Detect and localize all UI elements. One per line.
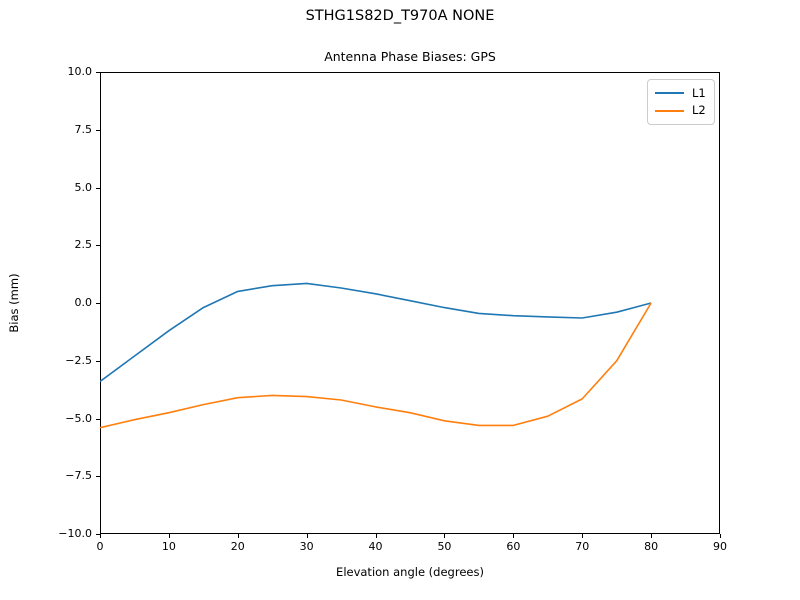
y-tick-mark [96, 534, 100, 535]
y-tick-mark [96, 476, 100, 478]
y-tick-label: −7.5 [65, 469, 92, 483]
legend-entry-l2: L2 [655, 102, 707, 117]
x-tick-label: 80 [644, 540, 659, 553]
y-tick-label: −2.5 [65, 353, 92, 367]
y-tick-mark [96, 360, 100, 362]
y-tick-label: 5.0 [74, 180, 93, 194]
x-tick-mark [237, 534, 239, 538]
x-tick-label: 30 [299, 540, 314, 553]
y-tick-mark [96, 187, 100, 189]
legend-label-l2: L2 [692, 102, 706, 117]
l1-line-swatch [655, 92, 684, 95]
y-tick-label: 2.5 [74, 238, 93, 252]
x-tick-mark [375, 534, 377, 538]
x-tick-label: 90 [713, 540, 727, 553]
legend: L1 L2 [647, 79, 715, 125]
x-tick-label: 10 [161, 540, 176, 553]
x-tick-label: 0 [96, 540, 104, 553]
y-tick-mark [96, 129, 100, 131]
y-tick-label: 0.0 [74, 296, 93, 309]
y-tick-mark [96, 303, 100, 304]
x-tick-mark [582, 534, 584, 538]
y-tick-mark [96, 418, 100, 420]
x-tick-label: 20 [230, 540, 245, 553]
x-tick-label: 50 [437, 540, 452, 553]
x-tick-mark [306, 534, 308, 538]
x-tick-mark [720, 534, 721, 538]
x-tick-mark [168, 534, 170, 538]
axes-frame [100, 72, 720, 534]
x-tick-label: 70 [575, 540, 590, 553]
y-tick-label: 10.0 [67, 65, 93, 78]
plot-lines [100, 282, 652, 429]
series-line-l1 [100, 282, 652, 383]
y-tick-label: −5.0 [65, 411, 92, 425]
y-axis-label: Bias (mm) [7, 273, 21, 333]
x-tick-mark [513, 534, 515, 538]
y-tick-label: −10.0 [58, 527, 92, 540]
axes-title: Antenna Phase Biases: GPS [324, 49, 496, 64]
x-tick-mark [100, 534, 101, 538]
x-tick-label: 40 [368, 540, 383, 553]
x-axis-label: Elevation angle (degrees) [336, 565, 484, 579]
l2-line-swatch [655, 109, 684, 112]
figure-title: STHG1S82D_T970A NONE [305, 8, 495, 24]
x-tick-label: 60 [506, 540, 521, 553]
legend-label-l1: L1 [692, 85, 706, 100]
series-line-l2 [100, 302, 652, 429]
x-tick-mark [651, 534, 653, 538]
legend-entry-l1: L1 [655, 85, 707, 100]
y-tick-label: 7.5 [74, 122, 93, 136]
y-tick-mark [96, 72, 100, 73]
y-tick-mark [96, 245, 100, 247]
x-tick-mark [444, 534, 446, 538]
